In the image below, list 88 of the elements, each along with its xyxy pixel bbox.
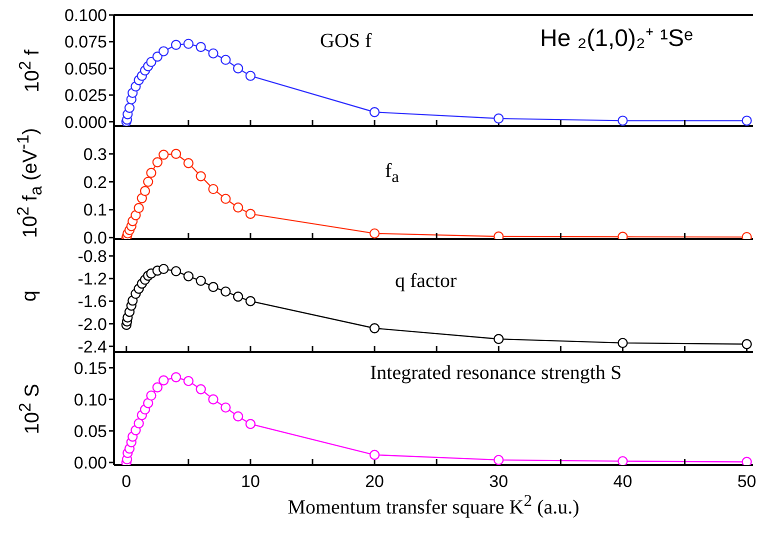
point bbox=[245, 208, 256, 219]
point bbox=[183, 38, 194, 49]
y-tick-label: 0.10 bbox=[74, 390, 107, 410]
point bbox=[208, 184, 218, 194]
y-tick-label: 0.3 bbox=[83, 144, 107, 164]
point bbox=[124, 102, 135, 113]
point bbox=[158, 150, 169, 160]
point bbox=[143, 176, 154, 187]
point bbox=[134, 202, 144, 214]
y-tick-label: -0.8 bbox=[78, 246, 107, 266]
point bbox=[369, 450, 380, 460]
y-tick-label: -2.4 bbox=[78, 337, 107, 356]
point bbox=[140, 186, 150, 196]
point bbox=[208, 394, 218, 404]
point bbox=[494, 113, 504, 124]
point bbox=[494, 231, 504, 239]
y-tick-label: 0.1 bbox=[83, 200, 107, 220]
point bbox=[152, 157, 163, 168]
x-tick-label: 20 bbox=[365, 472, 384, 492]
point bbox=[152, 382, 163, 392]
x-tick-label: 10 bbox=[241, 472, 260, 492]
annotation: f$_{a}$ bbox=[385, 160, 400, 187]
point bbox=[742, 338, 752, 350]
y-tick-label: 0.00 bbox=[74, 454, 107, 473]
point bbox=[618, 456, 628, 465]
point bbox=[170, 372, 182, 382]
point bbox=[170, 266, 182, 276]
point bbox=[146, 168, 156, 178]
x-tick-label: 50 bbox=[737, 472, 756, 492]
point bbox=[183, 271, 194, 282]
point bbox=[494, 334, 504, 344]
point bbox=[208, 48, 218, 59]
point bbox=[158, 46, 169, 56]
point bbox=[134, 418, 144, 428]
y-tick-label: -1.6 bbox=[78, 292, 107, 312]
y-tick-label: 0.075 bbox=[64, 32, 107, 52]
y-tick-label: -1.2 bbox=[78, 270, 107, 289]
point bbox=[170, 148, 182, 159]
point bbox=[146, 390, 156, 401]
point bbox=[618, 338, 628, 348]
point bbox=[183, 158, 194, 168]
point bbox=[183, 376, 194, 386]
point bbox=[196, 42, 206, 52]
point bbox=[369, 323, 380, 334]
point bbox=[170, 40, 182, 50]
point bbox=[196, 171, 206, 182]
point bbox=[232, 202, 244, 213]
point bbox=[494, 454, 504, 465]
x-tick-label: 40 bbox=[613, 472, 632, 492]
point bbox=[245, 418, 256, 430]
point bbox=[152, 52, 163, 62]
y-tick-label: 0.2 bbox=[83, 172, 107, 192]
point bbox=[232, 292, 244, 302]
point bbox=[232, 63, 244, 74]
point bbox=[220, 194, 231, 204]
y-tick-label: 0.000 bbox=[64, 112, 107, 132]
point bbox=[146, 56, 156, 68]
point bbox=[220, 286, 231, 297]
x-tick-label: 0 bbox=[122, 472, 132, 492]
point bbox=[369, 107, 380, 118]
point bbox=[742, 116, 752, 126]
annotation: q factor bbox=[395, 270, 457, 293]
y-tick-label: 0.05 bbox=[74, 422, 107, 441]
point bbox=[158, 375, 169, 386]
annotation: GOS f bbox=[320, 30, 372, 53]
y-tick-label: 0.100 bbox=[64, 6, 107, 26]
point bbox=[220, 402, 231, 413]
y-axis-title: q bbox=[18, 290, 42, 302]
x-axis-title: Momentum transfer square K$^{2}$ (a.u.) bbox=[286, 491, 580, 520]
point bbox=[208, 282, 218, 292]
y-tick-label: 0.050 bbox=[64, 59, 107, 78]
point bbox=[196, 384, 206, 394]
point bbox=[618, 116, 628, 126]
point bbox=[232, 411, 244, 422]
annotation: Integrated resonance strength S bbox=[370, 362, 622, 385]
y-tick-label: 0.15 bbox=[74, 358, 107, 378]
y-tick-label: -2.0 bbox=[78, 314, 107, 334]
point bbox=[245, 296, 256, 306]
y-tick-label: 0.025 bbox=[64, 86, 107, 106]
y-tick-label: 0.0 bbox=[83, 228, 107, 248]
point bbox=[742, 456, 752, 465]
point bbox=[245, 70, 256, 81]
x-tick-label: 30 bbox=[489, 472, 508, 492]
point bbox=[369, 228, 380, 239]
point bbox=[220, 54, 231, 65]
point bbox=[196, 276, 206, 286]
annotation: He ₂(1,0)₂⁺ ¹Sᵉ bbox=[540, 24, 693, 53]
point bbox=[158, 264, 169, 274]
